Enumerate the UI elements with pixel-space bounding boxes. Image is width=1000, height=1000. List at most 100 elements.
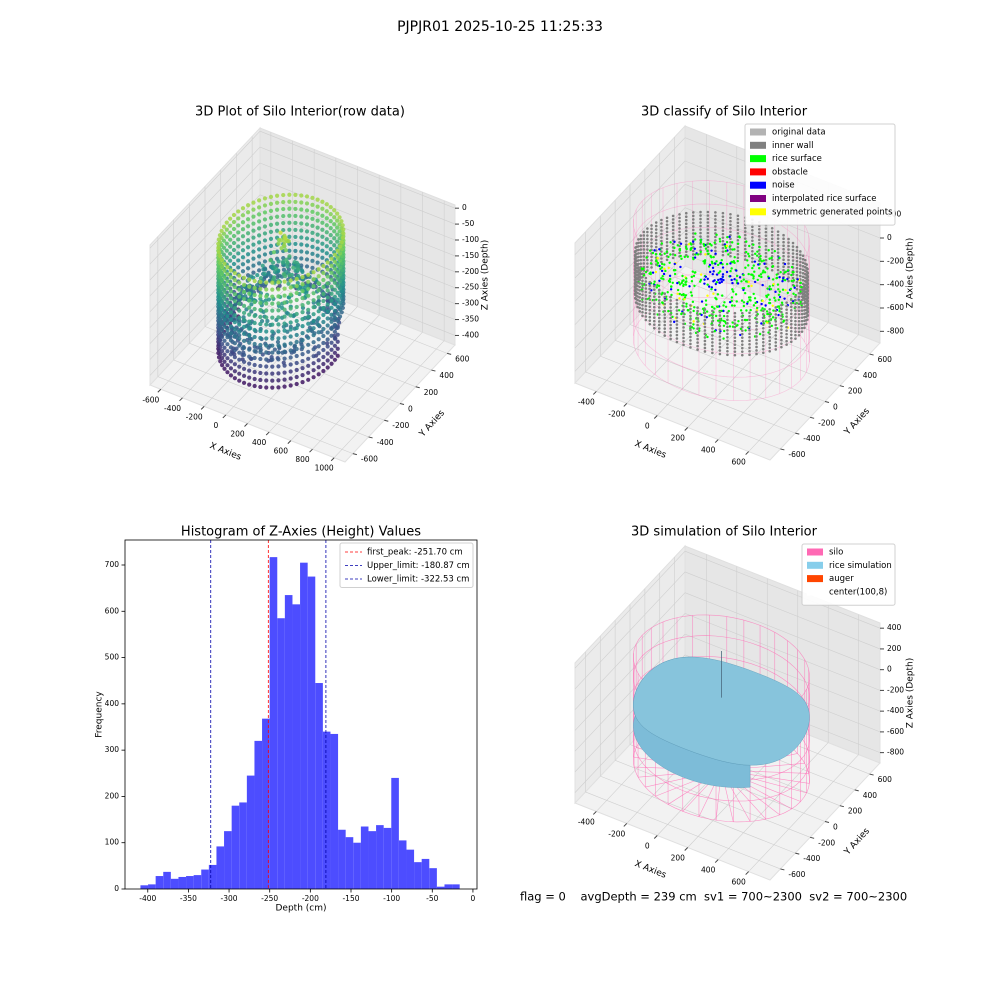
point-cloud xyxy=(740,280,743,283)
point-cloud xyxy=(799,281,802,285)
point-cloud xyxy=(222,282,227,287)
point-cloud xyxy=(693,306,696,309)
point-cloud xyxy=(787,255,790,258)
y-tick-label: 300 xyxy=(105,745,120,754)
point-cloud xyxy=(696,306,699,309)
point-cloud xyxy=(266,297,272,302)
point-cloud xyxy=(740,315,744,318)
histogram-bar xyxy=(239,802,247,889)
legend-swatch xyxy=(807,588,823,596)
point-cloud xyxy=(648,249,652,252)
point-cloud xyxy=(743,291,747,295)
histogram-bar xyxy=(338,829,346,889)
point-cloud xyxy=(648,294,652,298)
x-tick-label: 0 xyxy=(471,894,476,903)
point-cloud xyxy=(678,237,681,241)
point-cloud xyxy=(300,337,305,343)
histogram-bar xyxy=(383,827,392,889)
point-cloud xyxy=(684,294,688,297)
point-cloud xyxy=(251,228,256,233)
point-cloud xyxy=(636,277,639,281)
point-cloud xyxy=(781,288,785,291)
point-cloud xyxy=(288,341,293,346)
point-cloud xyxy=(288,334,293,339)
point-cloud xyxy=(721,275,724,279)
point-cloud xyxy=(787,237,790,241)
point-cloud xyxy=(321,277,326,283)
point-cloud xyxy=(735,300,738,303)
point-cloud xyxy=(641,303,644,307)
subplot-title: Histogram of Z-Axies (Height) Values xyxy=(181,525,421,540)
point-cloud xyxy=(650,259,653,262)
point-cloud xyxy=(653,249,656,252)
point-cloud xyxy=(228,289,234,294)
point-cloud xyxy=(225,300,230,305)
point-cloud xyxy=(736,221,740,225)
point-cloud xyxy=(740,299,744,302)
legend-box xyxy=(744,123,896,226)
point-cloud xyxy=(663,267,666,271)
point-cloud xyxy=(745,240,748,243)
point-cloud xyxy=(335,332,340,337)
point-cloud xyxy=(294,304,299,310)
point-cloud xyxy=(771,316,775,319)
point-cloud xyxy=(786,277,789,281)
point-cloud xyxy=(718,237,722,241)
point-cloud xyxy=(311,368,316,373)
point-cloud xyxy=(638,271,642,275)
grid-line xyxy=(574,160,686,279)
histogram-bar xyxy=(170,878,179,889)
point-cloud xyxy=(306,335,311,340)
legend-swatch xyxy=(750,128,766,136)
point-cloud xyxy=(649,262,653,265)
point-cloud xyxy=(225,342,230,347)
point-cloud xyxy=(678,249,682,252)
point-cloud xyxy=(682,283,685,286)
point-cloud xyxy=(271,250,277,255)
point-cloud xyxy=(748,335,751,339)
point-cloud xyxy=(316,365,321,370)
point-cloud xyxy=(335,269,340,274)
point-cloud xyxy=(306,370,311,375)
point-cloud xyxy=(648,284,652,287)
point-cloud xyxy=(252,348,257,354)
point-cloud xyxy=(650,231,653,234)
point-cloud xyxy=(696,337,699,341)
point-cloud xyxy=(306,342,311,347)
point-cloud xyxy=(726,318,729,322)
point-cloud xyxy=(636,291,639,295)
point-cloud xyxy=(763,262,766,265)
point-cloud xyxy=(656,257,659,260)
point-cloud xyxy=(760,302,763,306)
point-cloud xyxy=(240,206,246,211)
point-cloud xyxy=(264,357,269,362)
point-cloud xyxy=(682,312,685,315)
point-cloud xyxy=(293,234,298,240)
point-cloud xyxy=(299,207,304,212)
point-cloud xyxy=(282,279,287,284)
point-cloud xyxy=(803,284,806,288)
point-cloud xyxy=(276,378,281,383)
x-tick-label: 200 xyxy=(671,854,686,863)
point-cloud xyxy=(721,236,725,239)
point-cloud xyxy=(245,266,251,271)
z-tick-label: -200 xyxy=(887,685,904,694)
point-cloud xyxy=(740,339,744,343)
point-cloud xyxy=(787,265,790,269)
point-cloud xyxy=(237,357,242,362)
point-cloud xyxy=(663,330,667,334)
point-cloud xyxy=(783,262,787,266)
point-cloud xyxy=(644,287,648,290)
point-cloud xyxy=(689,314,692,318)
grid-line xyxy=(684,592,881,670)
point-cloud xyxy=(225,335,230,340)
point-cloud xyxy=(675,340,679,344)
x-tick-label: -200 xyxy=(186,412,203,421)
histogram-bar xyxy=(155,876,164,889)
point-cloud xyxy=(332,315,337,320)
x-tick xyxy=(623,823,628,827)
point-cloud xyxy=(332,336,337,341)
point-cloud xyxy=(646,248,649,251)
point-cloud xyxy=(706,217,710,221)
